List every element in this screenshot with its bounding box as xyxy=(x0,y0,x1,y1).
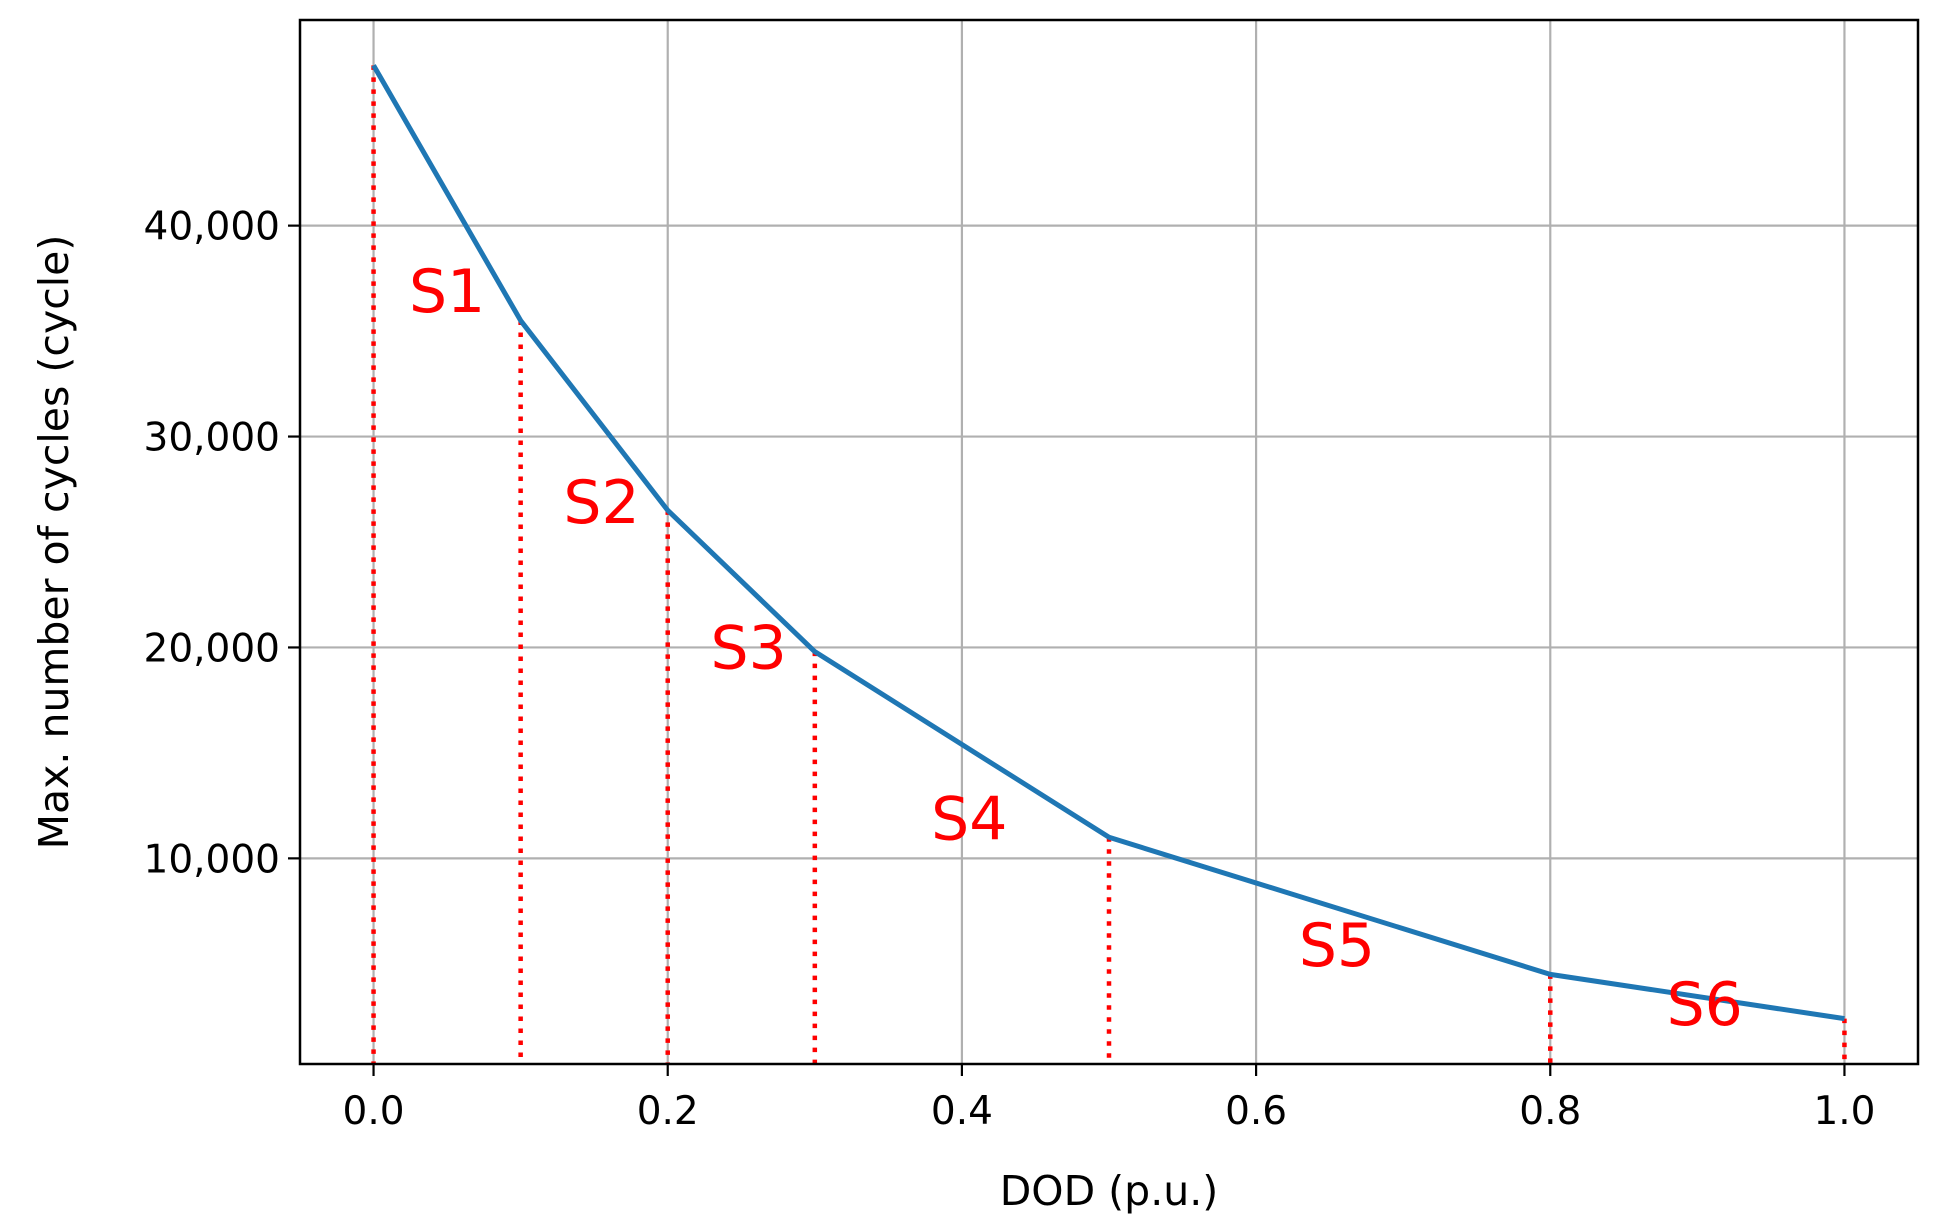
y-tick-label: 10,000 xyxy=(144,837,280,882)
segment-label: S3 xyxy=(710,614,786,684)
grid xyxy=(300,20,1918,1064)
plot-frame xyxy=(298,18,1920,1066)
segment-label: S6 xyxy=(1667,970,1743,1040)
x-tick-label: 1.0 xyxy=(1813,1089,1875,1134)
x-axis-label: DOD (p.u.) xyxy=(1000,1167,1219,1215)
x-tick-label: 0.4 xyxy=(931,1089,993,1134)
ticks: 0.0 0.2 0.4 0.6 0.8 1.0 10,000 20,000 30,000 40,0… xyxy=(144,205,1876,1134)
x-tick-label: 0.0 xyxy=(343,1089,405,1134)
segment-lines xyxy=(371,65,1847,1064)
y-tick-label: 40,000 xyxy=(144,205,280,250)
segment-label: S2 xyxy=(563,468,639,538)
segment-label: S1 xyxy=(409,257,485,327)
y-tick-label: 20,000 xyxy=(144,626,280,671)
y-tick-label: 30,000 xyxy=(144,416,280,461)
series-layer xyxy=(371,64,1845,1022)
x-tick-label: 0.6 xyxy=(1225,1089,1287,1134)
x-tick-label: 0.8 xyxy=(1519,1089,1581,1134)
x-tick-label: 0.2 xyxy=(637,1089,699,1134)
segment-labels: S1 S2 S3 S4 S5 S6 xyxy=(409,257,1743,1040)
y-axis-label: Max. number of cycles (cycle) xyxy=(30,235,78,850)
segment-label: S4 xyxy=(931,784,1007,854)
segment-label: S5 xyxy=(1299,911,1375,981)
series-line xyxy=(371,64,1845,1022)
